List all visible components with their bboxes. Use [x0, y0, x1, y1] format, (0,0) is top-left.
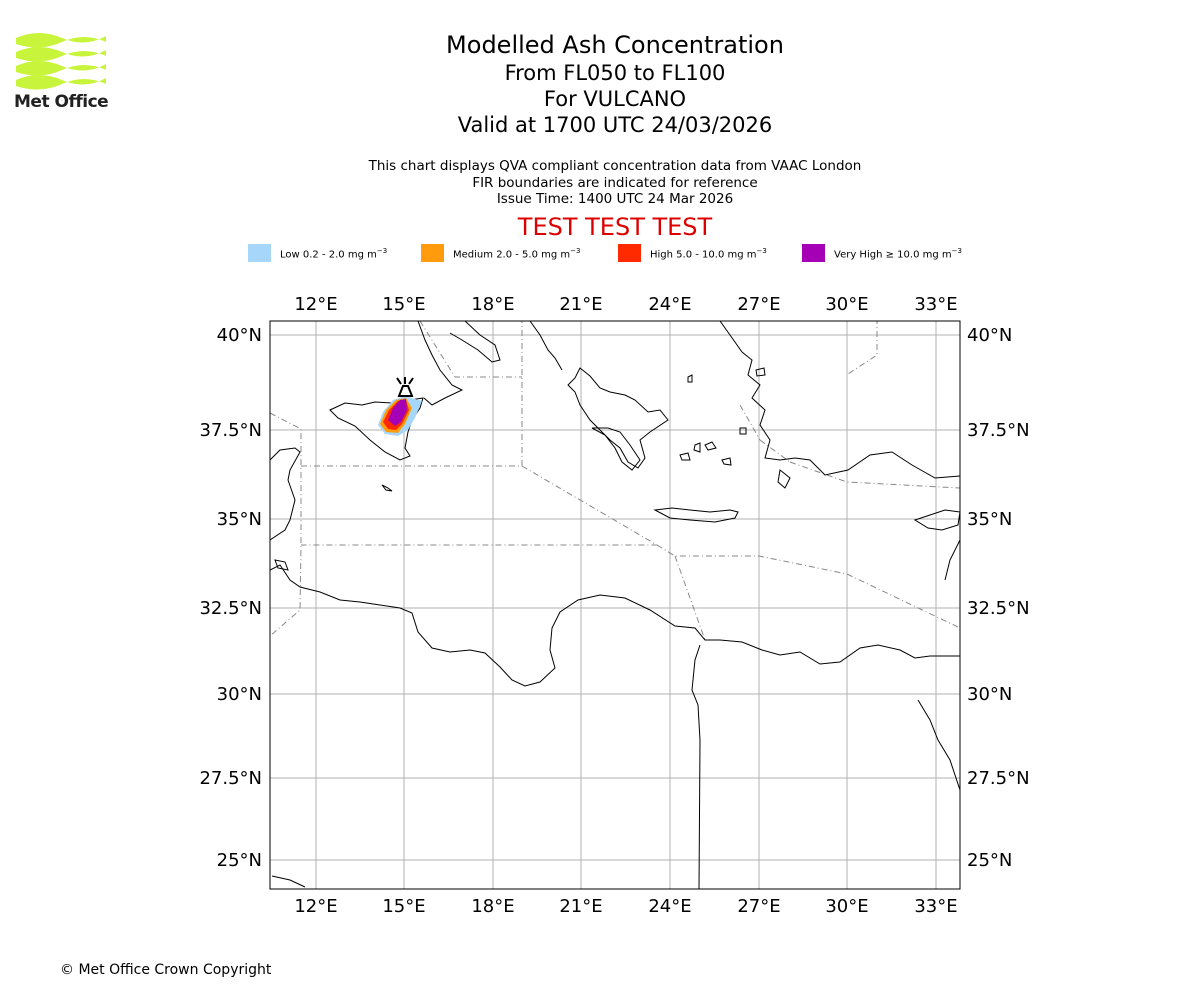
- map-content: [270, 321, 960, 889]
- lon-tick-bottom: 27°E: [737, 896, 780, 917]
- met-office-logo: Met Office: [14, 30, 109, 112]
- plume-very-high: [388, 399, 407, 426]
- lat-tick-right: 27.5°N: [967, 768, 1030, 789]
- lon-tick-bottom: 24°E: [648, 896, 691, 917]
- fir-boundaries: [270, 321, 960, 641]
- lat-tick-left: 37.5°N: [199, 420, 262, 441]
- lat-tick-right: 35°N: [967, 509, 1012, 530]
- note-qva: This chart displays QVA compliant concen…: [368, 158, 862, 174]
- lon-tick-top: 21°E: [559, 294, 602, 315]
- met-office-waves-icon: [16, 33, 106, 90]
- legend-exp-high: −3: [756, 247, 767, 255]
- lon-tick-top: 33°E: [914, 294, 957, 315]
- lon-tick-top: 30°E: [825, 294, 868, 315]
- chart-notes: This chart displays QVA compliant concen…: [0, 158, 1200, 208]
- legend-range-very-high: ≥ 10.0 mg m: [885, 249, 952, 261]
- lon-tick-bottom: 30°E: [825, 896, 868, 917]
- lat-labels-right: 40°N 37.5°N 35°N 32.5°N 30°N 27.5°N 25°N: [967, 325, 1030, 871]
- lat-tick-right: 25°N: [967, 850, 1012, 871]
- lon-tick-top: 15°E: [382, 294, 425, 315]
- lat-tick-right: 30°N: [967, 684, 1012, 705]
- legend-exp-very-high: −3: [951, 247, 962, 255]
- flight-level-range: From FL050 to FL100: [504, 61, 726, 85]
- legend-swatch-medium: [421, 244, 444, 262]
- lon-labels-top: 12°E 15°E 18°E 21°E 24°E 27°E 30°E 33°E: [294, 294, 957, 315]
- lon-tick-bottom: 21°E: [559, 896, 602, 917]
- lon-labels-bottom: 12°E 15°E 18°E 21°E 24°E 27°E 30°E 33°E: [294, 896, 957, 917]
- copyright-notice: © Met Office Crown Copyright: [60, 962, 272, 978]
- legend-name-high: High: [650, 249, 673, 261]
- legend-swatch-very-high: [802, 244, 825, 262]
- issue-time: Issue Time: 1400 UTC 24 Mar 2026: [496, 191, 734, 207]
- lon-tick-top: 27°E: [737, 294, 780, 315]
- coastlines: [270, 321, 960, 889]
- lon-tick-bottom: 15°E: [382, 896, 425, 917]
- lat-tick-left: 32.5°N: [199, 598, 262, 619]
- lat-tick-right: 32.5°N: [967, 598, 1030, 619]
- test-banner: TEST TEST TEST: [517, 213, 713, 241]
- legend-name-very-high: Very High: [834, 249, 883, 261]
- lat-tick-right: 40°N: [967, 325, 1012, 346]
- lat-tick-left: 40°N: [217, 325, 262, 346]
- lon-tick-bottom: 33°E: [914, 896, 957, 917]
- lon-tick-top: 18°E: [471, 294, 514, 315]
- lon-tick-bottom: 18°E: [471, 896, 514, 917]
- legend-range-high: 5.0 - 10.0 mg m: [676, 249, 757, 261]
- legend-swatch-low: [248, 244, 271, 262]
- lat-tick-left: 30°N: [217, 684, 262, 705]
- legend-name-medium: Medium: [453, 249, 493, 261]
- ash-plume: [378, 396, 422, 436]
- lat-labels-left: 40°N 37.5°N 35°N 32.5°N 30°N 27.5°N 25°N: [199, 325, 262, 871]
- title-block: Modelled Ash Concentration From FL050 to…: [0, 30, 1200, 138]
- lon-tick-top: 24°E: [648, 294, 691, 315]
- legend-exp-low: −3: [376, 247, 388, 255]
- volcano-marker-icon: [396, 377, 414, 397]
- lat-tick-right: 37.5°N: [967, 420, 1030, 441]
- legend-exp-medium: −3: [570, 247, 581, 255]
- lat-tick-left: 25°N: [217, 850, 262, 871]
- legend-range-low: 0.2 - 2.0 mg m: [302, 249, 377, 261]
- map-frame: [269, 320, 961, 890]
- chart-title: Modelled Ash Concentration: [446, 31, 784, 59]
- legend-name-low: Low: [280, 249, 300, 261]
- met-office-wordmark: Met Office: [14, 92, 109, 112]
- volcano-name: For VULCANO: [543, 87, 687, 111]
- lon-tick-top: 12°E: [294, 294, 337, 315]
- graticule: [270, 321, 960, 889]
- lon-tick-bottom: 12°E: [294, 896, 337, 917]
- lat-tick-left: 35°N: [217, 509, 262, 530]
- valid-time: Valid at 1700 UTC 24/03/2026: [457, 113, 773, 137]
- legend-swatch-high: [618, 244, 641, 262]
- lat-tick-left: 27.5°N: [199, 768, 262, 789]
- legend-range-medium: 2.0 - 5.0 mg m: [496, 249, 571, 261]
- note-fir: FIR boundaries are indicated for referen…: [472, 174, 758, 191]
